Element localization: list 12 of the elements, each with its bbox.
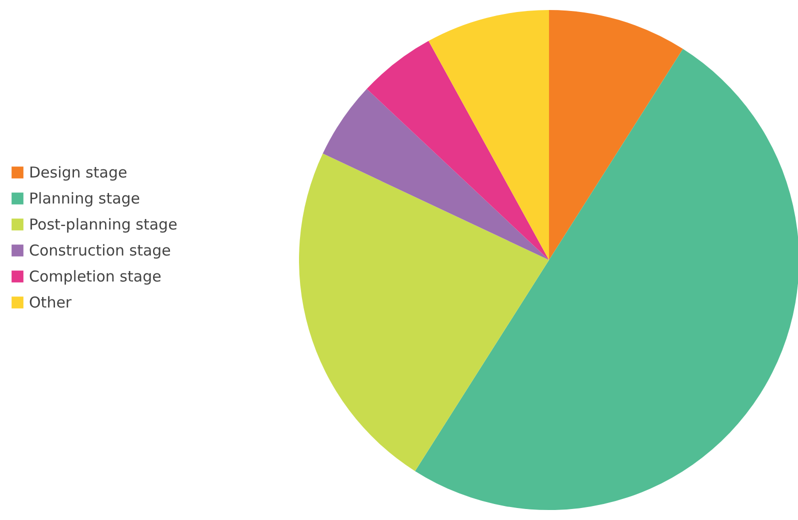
legend-label: Other — [29, 294, 72, 312]
legend-label: Construction stage — [29, 242, 171, 260]
legend-label: Design stage — [29, 164, 128, 182]
legend-label: Completion stage — [29, 268, 162, 286]
pie-slice — [299, 154, 549, 472]
legend-label: Planning stage — [29, 190, 140, 208]
pie-slice — [549, 10, 683, 260]
legend-label: Post-planning stage — [29, 216, 178, 234]
pie-slice — [415, 48, 798, 510]
pie-slice — [366, 40, 549, 260]
pie-slice — [428, 10, 549, 260]
pie-slice — [322, 88, 549, 260]
